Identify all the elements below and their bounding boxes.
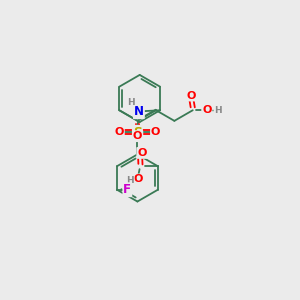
Text: O: O	[133, 131, 142, 141]
Text: O: O	[202, 105, 212, 115]
Text: H: H	[127, 98, 134, 106]
Text: O: O	[137, 148, 147, 158]
Text: N: N	[134, 105, 144, 118]
Text: H: H	[126, 176, 134, 185]
Text: O: O	[134, 174, 143, 184]
Text: O: O	[187, 91, 196, 100]
Text: S: S	[133, 126, 142, 139]
Text: O: O	[151, 127, 160, 137]
Text: H: H	[214, 106, 222, 115]
Text: F: F	[123, 183, 131, 196]
Text: O: O	[115, 127, 124, 137]
